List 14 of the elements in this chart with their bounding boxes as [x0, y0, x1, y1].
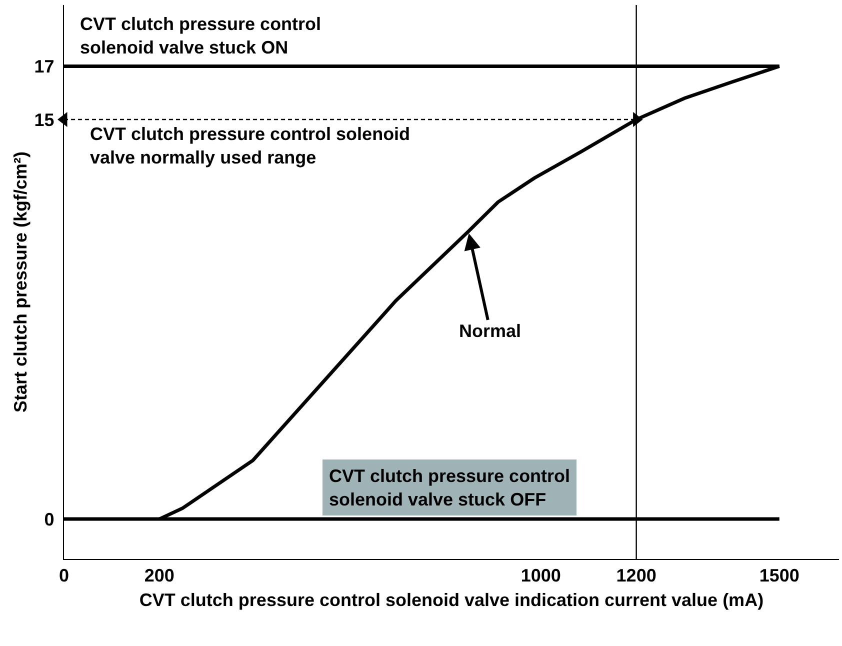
x-tick-label: 1500 [759, 566, 800, 586]
y-tick-label: 15 [34, 110, 54, 130]
y-tick-label: 0 [44, 509, 54, 530]
x-tick-label: 0 [58, 566, 70, 586]
series-label: CVT clutch pressure control solenoid valve normally used range [90, 124, 410, 168]
series-label: CVT clutch pressure control solenoid valve stuck ON [80, 14, 322, 58]
x-tick-label: 1000 [520, 566, 561, 586]
series-label: CVT clutch pressure control solenoid valve stuck OFF [329, 466, 570, 510]
x-tick-label: 200 [144, 566, 174, 586]
y-tick-label: 17 [34, 56, 54, 77]
annotation: Normal [459, 321, 522, 341]
y-axis-title: Start clutch pressure (kgf/cm²) [10, 151, 30, 413]
x-axis-title: CVT clutch pressure control solenoid valve indication current value (mA) [139, 590, 764, 610]
x-tick-label: 1200 [616, 566, 656, 586]
